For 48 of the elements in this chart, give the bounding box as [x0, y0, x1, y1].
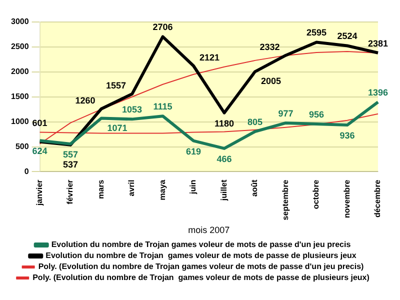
- data-label: 805: [248, 117, 263, 128]
- x-tick-label: juin: [188, 180, 198, 195]
- y-tick-label: 1500: [11, 92, 30, 102]
- legend-label: Poly. (Evolution du nombre de Trojan games voleur de mots de passe d'un jeu precis): [38, 262, 364, 272]
- y-tick-label: 2500: [11, 42, 30, 52]
- legend-label: Evolution du nombre de Trojan games voleur de mots de passe de plusieurs jeux: [46, 251, 357, 260]
- x-tick-label: décembre: [373, 179, 382, 218]
- data-label: 2595: [306, 28, 327, 38]
- y-tick-label: 500: [15, 142, 30, 151]
- x-tick-label: avril: [127, 180, 136, 196]
- x-tick-label: octobre: [312, 179, 321, 210]
- data-label: 1396: [368, 88, 388, 98]
- data-label: 2524: [337, 31, 358, 42]
- data-label: 977: [278, 108, 294, 118]
- y-tick-label: 0: [24, 166, 30, 176]
- x-tick-label: août: [250, 179, 260, 197]
- data-label: 936: [340, 130, 355, 141]
- data-label: 2005: [261, 76, 282, 86]
- data-label: 1260: [75, 95, 96, 106]
- x-tick-label: février: [66, 180, 75, 204]
- data-label: 601: [32, 118, 48, 128]
- legend-label: Poly. (Evolution du nombre de Trojan games voleur de mots de passe de plusieurs jeux): [32, 273, 370, 282]
- data-label: 1557: [106, 80, 126, 91]
- y-tick-label: 2000: [11, 67, 30, 76]
- x-tick-label: juillet: [219, 179, 228, 202]
- data-label: 2381: [368, 38, 388, 48]
- data-label: 1053: [122, 104, 142, 115]
- y-tick-label: 3000: [11, 17, 30, 26]
- x-axis-title: mois 2007: [188, 225, 230, 236]
- x-tick-label: maya: [158, 179, 167, 200]
- data-label: 2706: [152, 22, 173, 32]
- data-label: 1180: [214, 118, 234, 128]
- data-label: 1071: [107, 122, 128, 133]
- data-label: 1115: [153, 102, 172, 112]
- data-label: 624: [32, 146, 48, 156]
- data-label: 466: [216, 154, 232, 164]
- data-label: 619: [186, 146, 202, 156]
- data-label: 557: [63, 149, 78, 160]
- x-tick-label: novembre: [342, 179, 352, 218]
- data-label: 2332: [260, 42, 280, 52]
- legend-label: Evolution du nombre de Trojan games voleur de mots de passe d'un jeu precis: [51, 240, 352, 250]
- y-tick-label: 1000: [11, 117, 30, 126]
- data-label: 2121: [200, 52, 220, 62]
- x-tick-label: janvier: [35, 180, 44, 207]
- x-tick-label: septembre: [280, 179, 290, 220]
- data-label: 956: [308, 110, 324, 120]
- data-label: 537: [63, 159, 78, 170]
- x-tick-label: mars: [96, 179, 106, 199]
